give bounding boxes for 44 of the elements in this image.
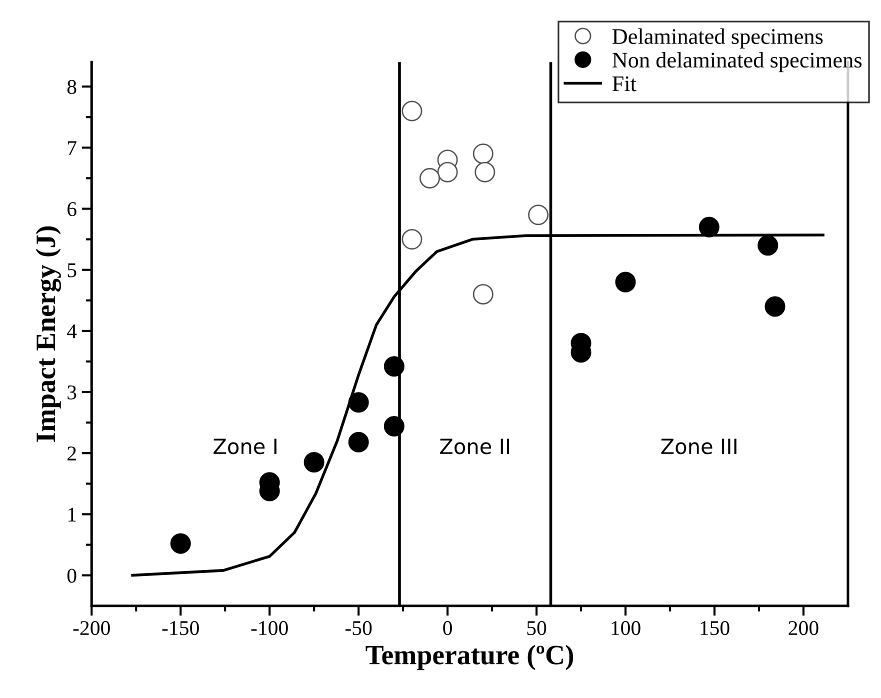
point — [348, 392, 369, 413]
y-tick-label: 2 — [68, 446, 76, 460]
point — [698, 216, 720, 238]
x-tick-label: 50 — [527, 621, 546, 636]
y-tick-label: 8 — [67, 80, 76, 94]
y-tick-label: 7 — [68, 141, 76, 155]
y-tick-label: 1 — [68, 508, 76, 522]
x-tick-label: 150 — [700, 621, 730, 636]
point — [384, 356, 404, 377]
annotation: Zone III — [661, 438, 736, 454]
point — [437, 162, 458, 182]
x-tick-label: -200 — [73, 621, 110, 636]
legend-label: Delaminated specimens — [612, 28, 823, 49]
legend-label: Non delaminated specimens — [612, 52, 862, 72]
point — [764, 296, 786, 317]
y-tick-label: 5 — [68, 263, 76, 278]
x-tick-label: -100 — [251, 621, 288, 636]
y-tick-label: 6 — [68, 202, 76, 216]
point — [384, 416, 404, 437]
x-axis-title: Temperature (ºC) — [366, 644, 574, 670]
annotation: Zone I — [214, 438, 276, 454]
y-tick-label: 0 — [67, 568, 76, 583]
point — [170, 533, 191, 554]
annotation: Zone II — [440, 438, 510, 454]
legend-label: Fit — [612, 76, 636, 92]
x-tick-label: -150 — [162, 621, 199, 636]
point — [304, 452, 324, 473]
x-tick-label: 0 — [443, 621, 452, 636]
point — [348, 432, 369, 452]
point — [402, 229, 422, 250]
x-tick-label: -50 — [345, 621, 372, 636]
x-tick-label: 200 — [788, 621, 818, 636]
x-tick-label: 100 — [612, 621, 640, 636]
point — [419, 168, 440, 188]
point — [758, 235, 778, 256]
y-tick-label: 3 — [68, 385, 76, 400]
point — [474, 162, 496, 182]
point — [528, 204, 549, 226]
point — [472, 143, 494, 164]
y-axis-title: Impact Energy (J) — [36, 226, 62, 442]
point — [472, 284, 494, 305]
y-tick-label: 4 — [67, 324, 77, 338]
point — [402, 100, 422, 122]
point — [615, 272, 636, 292]
